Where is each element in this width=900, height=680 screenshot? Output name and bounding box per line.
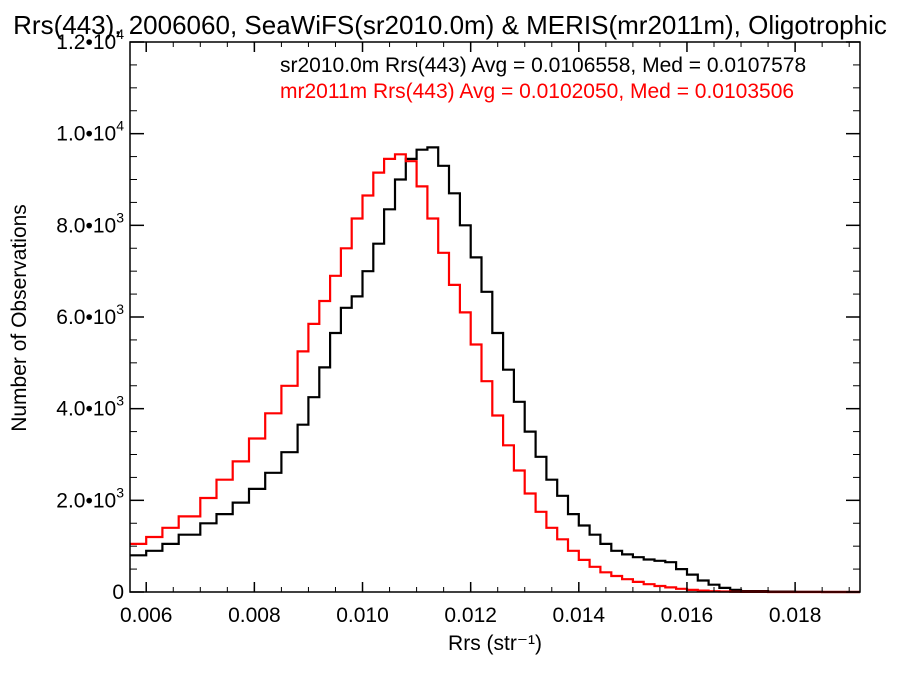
legend-entry-mr2011: mr2011m Rrs(443) Avg = 0.0102050, Med = …: [280, 80, 794, 103]
y-tick-label: 8.0•103: [56, 209, 124, 237]
x-tick-label: 0.008: [228, 604, 281, 627]
y-tick-label: 0: [112, 581, 124, 604]
series-line-sr2010.0m: [130, 146, 860, 594]
chart-title: Rrs(443), 2006060, SeaWiFS(sr2010.0m) & …: [13, 10, 887, 40]
legend-entry-sr2010: sr2010.0m Rrs(443) Avg = 0.0106558, Med …: [280, 54, 806, 77]
x-tick-label: 0.016: [661, 604, 714, 627]
y-tick-label: 1.2•104: [56, 26, 124, 54]
y-tick-label: 4.0•103: [56, 393, 124, 421]
y-tick-label: 6.0•103: [56, 301, 124, 329]
x-axis-label: Rrs (str⁻¹): [448, 632, 542, 655]
x-tick-label: 0.014: [553, 604, 606, 627]
x-tick-label: 0.018: [769, 604, 822, 627]
series-line-mr2011m: [130, 153, 860, 594]
y-axis-label: Number of Observations: [8, 204, 31, 432]
x-axis: 0.006 0.008 0.010 0.012 0.014 0.016 0.018: [120, 42, 850, 627]
x-tick-label: 0.010: [336, 604, 389, 627]
series-layer: [130, 146, 860, 594]
y-axis: 0 2.0•103 4.0•103 6.0•103 8.0•103 1.0•104 1.2•…: [56, 26, 860, 604]
legend: sr2010.0m Rrs(443) Avg = 0.0106558, Med …: [280, 54, 806, 103]
y-tick-label: 1.0•104: [56, 118, 124, 146]
y-tick-label: 2.0•103: [56, 484, 124, 512]
x-tick-label: 0.012: [444, 604, 497, 627]
x-tick-label: 0.006: [120, 604, 173, 627]
